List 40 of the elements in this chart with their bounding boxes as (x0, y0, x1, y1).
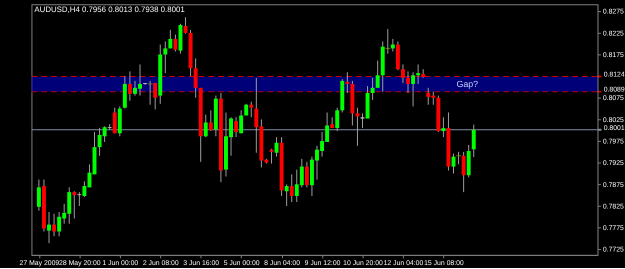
candlestick (376, 60, 380, 88)
candlestick (441, 116, 446, 138)
candlestick (239, 110, 244, 134)
candlestick (234, 116, 238, 138)
candlestick (355, 107, 360, 146)
candlestick (345, 72, 350, 94)
candlestick (406, 70, 410, 94)
candlestick (385, 28, 390, 54)
candlestick (36, 179, 41, 212)
candlestick (208, 110, 213, 132)
candlestick (153, 82, 158, 110)
candlestick (112, 107, 117, 134)
candlestick (122, 76, 127, 110)
candlestick (304, 161, 309, 188)
candlestick (204, 114, 208, 138)
candlestick (416, 64, 420, 84)
band-label: Gap? (456, 79, 478, 90)
candlestick (400, 64, 405, 84)
candlestick (184, 16, 188, 34)
candlestick (284, 184, 289, 206)
candlestick (194, 58, 198, 98)
candlestick (163, 41, 168, 74)
candlestick (290, 174, 294, 203)
candlestick (462, 151, 466, 193)
chart-title: AUDUSD,H4 0.7956 0.8013 0.7938 0.8001 (34, 5, 185, 14)
candlestick (128, 70, 132, 102)
candlestick (108, 124, 112, 130)
candlestick (370, 77, 375, 100)
candlestick (270, 148, 274, 164)
candlestick (148, 80, 153, 106)
candlestick (274, 136, 279, 158)
candlestick (360, 112, 364, 129)
candlestick (47, 212, 51, 244)
candlestick (456, 151, 462, 165)
candlestick (390, 38, 395, 52)
candlestick (168, 29, 172, 49)
candlestick (452, 153, 456, 174)
candlestick (411, 72, 416, 107)
candlestick (52, 213, 56, 237)
candlestick (173, 34, 178, 52)
